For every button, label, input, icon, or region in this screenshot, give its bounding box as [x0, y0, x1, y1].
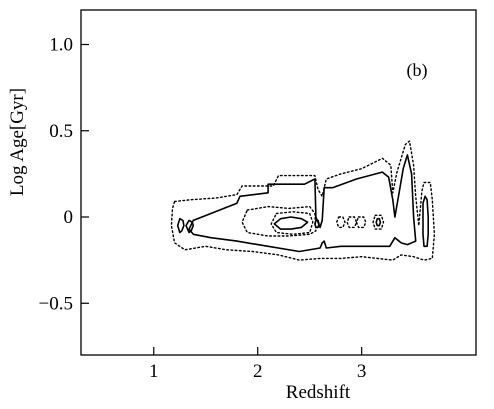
contour-solid	[422, 195, 430, 248]
contour-dotted	[372, 214, 385, 230]
plot-frame	[80, 9, 477, 356]
x-axis: 1 2 3	[149, 347, 366, 382]
panel-label: (b)	[407, 60, 428, 81]
y-tick-label: 0	[64, 207, 74, 228]
y-tick-label: 1.0	[49, 35, 73, 56]
contour-dotted	[170, 140, 436, 261]
contour-solid	[273, 216, 309, 230]
y-tick-label: −0.5	[39, 293, 73, 314]
contour-dotted	[270, 211, 314, 236]
y-axis: 1.0 0.5 0 −0.5	[39, 35, 89, 314]
x-tick-label: 3	[357, 361, 367, 382]
x-tick-label: 2	[253, 361, 263, 382]
contour-solid	[185, 219, 195, 234]
contour-dotted	[355, 216, 367, 229]
contour-solid	[176, 217, 185, 234]
x-axis-title: Redshift	[286, 382, 351, 403]
contour-dotted	[336, 216, 346, 229]
y-tick-label: 0.5	[49, 121, 73, 142]
y-axis-title: Log Age[Gyr]	[7, 88, 28, 196]
contour-solid	[188, 154, 417, 253]
x-tick-label: 1	[149, 361, 159, 382]
contour-dotted	[241, 205, 317, 237]
contour-dotted	[346, 216, 358, 229]
contour-solid	[375, 217, 382, 227]
contour-solid	[314, 219, 320, 229]
contour-layer	[170, 140, 436, 261]
